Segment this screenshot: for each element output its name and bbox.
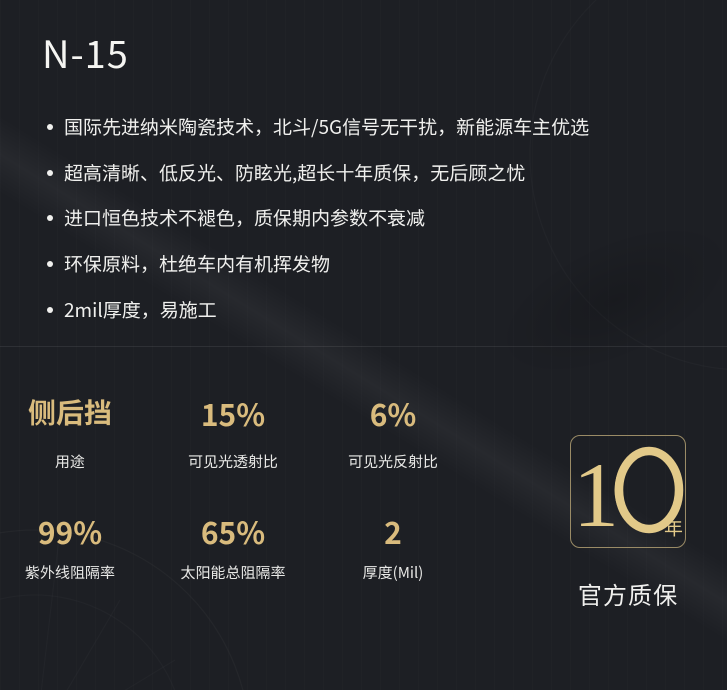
svg-text:1: 1 (573, 444, 619, 546)
